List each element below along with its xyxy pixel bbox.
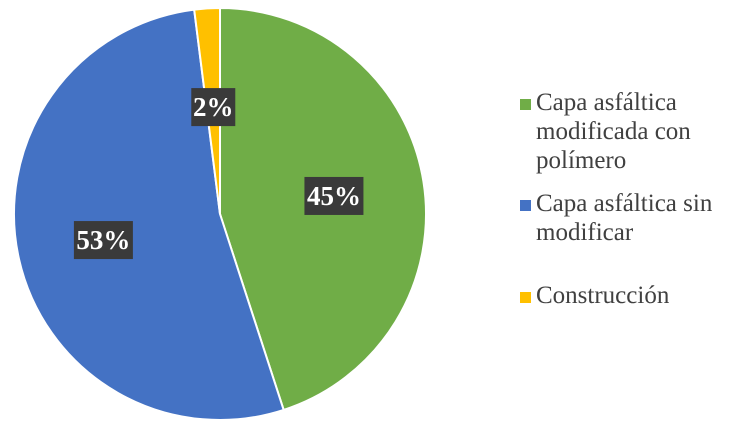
data-label-text-construccion: 2% (193, 92, 234, 122)
legend-item-modificada: Capa asfáltica modificada con polímero (520, 88, 752, 175)
pie-chart: 45% 53% 2% (13, 6, 427, 421)
legend-swatch-sin-modificar (520, 200, 531, 211)
data-label-box-modificada (304, 176, 364, 215)
legend-item-construccion: Construcción (520, 281, 752, 310)
legend-swatch-construccion (520, 292, 531, 303)
legend-item-sin-modificar: Capa asfáltica sin modificar (520, 189, 752, 247)
data-label-sin-modificar: 53% (73, 221, 133, 260)
legend-label-sin-modificar: Capa asfáltica sin modificar (536, 190, 713, 246)
legend-label-modificada: Capa asfáltica modificada con polímero (536, 89, 691, 174)
pie-slice-sin-modificar (13, 8, 285, 421)
legend-label-construccion: Construcción (536, 282, 670, 309)
data-label-text-modificada: 45% (307, 181, 361, 211)
data-label-text-sin-modificar: 53% (76, 225, 130, 255)
data-label-box-sin-modificar (73, 221, 133, 260)
data-label-construccion: 2% (191, 88, 236, 127)
legend-swatch-modificada (520, 99, 531, 110)
legend: Capa asfáltica modificada con polímero C… (520, 88, 752, 324)
data-label-modificada: 45% (304, 176, 364, 215)
data-label-box-construccion (191, 88, 236, 127)
